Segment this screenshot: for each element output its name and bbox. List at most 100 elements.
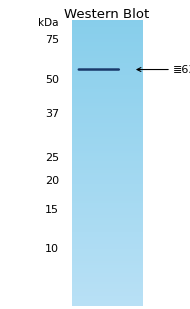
Bar — [72, 213, 142, 215]
Bar — [72, 167, 142, 170]
Bar — [72, 215, 142, 218]
Bar — [72, 303, 142, 306]
Bar — [72, 29, 142, 32]
Bar — [72, 175, 142, 177]
Bar — [72, 103, 142, 106]
Bar — [72, 196, 142, 199]
Bar — [72, 91, 142, 94]
Bar — [72, 208, 142, 211]
Bar — [72, 34, 142, 37]
Bar — [72, 58, 142, 61]
Bar — [72, 298, 142, 301]
Bar — [72, 27, 142, 30]
Text: 75: 75 — [45, 35, 59, 45]
Bar — [72, 120, 142, 122]
Bar — [72, 270, 142, 273]
Bar — [72, 160, 142, 163]
Bar — [72, 144, 142, 146]
Bar — [72, 170, 142, 172]
Bar — [72, 110, 142, 113]
Bar — [72, 275, 142, 277]
Bar — [72, 84, 142, 87]
Bar — [72, 94, 142, 96]
Bar — [72, 117, 142, 120]
Bar — [72, 53, 142, 56]
Bar — [72, 146, 142, 149]
Bar — [72, 194, 142, 196]
Bar — [72, 189, 142, 192]
Bar — [72, 148, 142, 151]
Bar — [72, 96, 142, 99]
Bar — [72, 163, 142, 165]
Bar — [72, 115, 142, 118]
Bar — [72, 56, 142, 58]
Bar — [72, 101, 142, 104]
Bar — [72, 301, 142, 303]
Bar — [72, 125, 142, 127]
Bar — [72, 153, 142, 156]
Bar — [72, 234, 142, 237]
Bar — [72, 67, 142, 70]
Bar — [72, 232, 142, 235]
Bar — [72, 251, 142, 253]
Bar — [72, 108, 142, 111]
Bar — [72, 236, 142, 239]
Bar — [72, 201, 142, 204]
Bar — [72, 265, 142, 268]
Bar — [72, 24, 142, 27]
Bar — [72, 203, 142, 206]
Bar — [72, 239, 142, 242]
Bar — [72, 72, 142, 75]
Bar — [72, 89, 142, 91]
Bar — [72, 41, 142, 44]
Bar — [72, 48, 142, 51]
Bar — [72, 46, 142, 49]
Bar — [72, 258, 142, 261]
Text: 37: 37 — [45, 109, 59, 119]
Bar — [72, 39, 142, 41]
Bar — [72, 51, 142, 53]
Bar — [72, 132, 142, 134]
Bar — [72, 158, 142, 161]
Bar — [72, 248, 142, 251]
Bar — [72, 241, 142, 244]
Bar — [72, 74, 142, 77]
Bar — [72, 172, 142, 175]
Bar — [72, 77, 142, 80]
Bar — [72, 198, 142, 201]
Bar — [72, 191, 142, 194]
Bar — [72, 87, 142, 89]
Bar — [72, 127, 142, 130]
Bar — [72, 36, 142, 39]
Bar — [72, 44, 142, 46]
Bar — [72, 98, 142, 101]
Bar — [72, 70, 142, 73]
Bar — [72, 60, 142, 63]
Bar — [72, 141, 142, 144]
Bar — [72, 205, 142, 208]
Bar — [72, 272, 142, 275]
Bar — [72, 139, 142, 142]
Bar — [72, 218, 142, 220]
Bar — [72, 296, 142, 299]
Bar — [72, 260, 142, 263]
Text: 50: 50 — [45, 75, 59, 85]
Bar — [72, 137, 142, 139]
Bar — [72, 229, 142, 232]
Bar — [72, 65, 142, 68]
Bar — [72, 286, 142, 289]
Bar — [72, 113, 142, 115]
Bar — [72, 294, 142, 296]
Bar — [72, 222, 142, 225]
Bar — [72, 289, 142, 292]
Text: 25: 25 — [45, 153, 59, 163]
Bar — [72, 134, 142, 137]
Bar — [72, 277, 142, 280]
Text: 15: 15 — [45, 205, 59, 215]
Bar — [72, 22, 142, 25]
Bar — [72, 105, 142, 108]
Bar — [72, 291, 142, 294]
Bar — [72, 210, 142, 213]
Bar — [72, 263, 142, 265]
Bar — [72, 20, 142, 23]
